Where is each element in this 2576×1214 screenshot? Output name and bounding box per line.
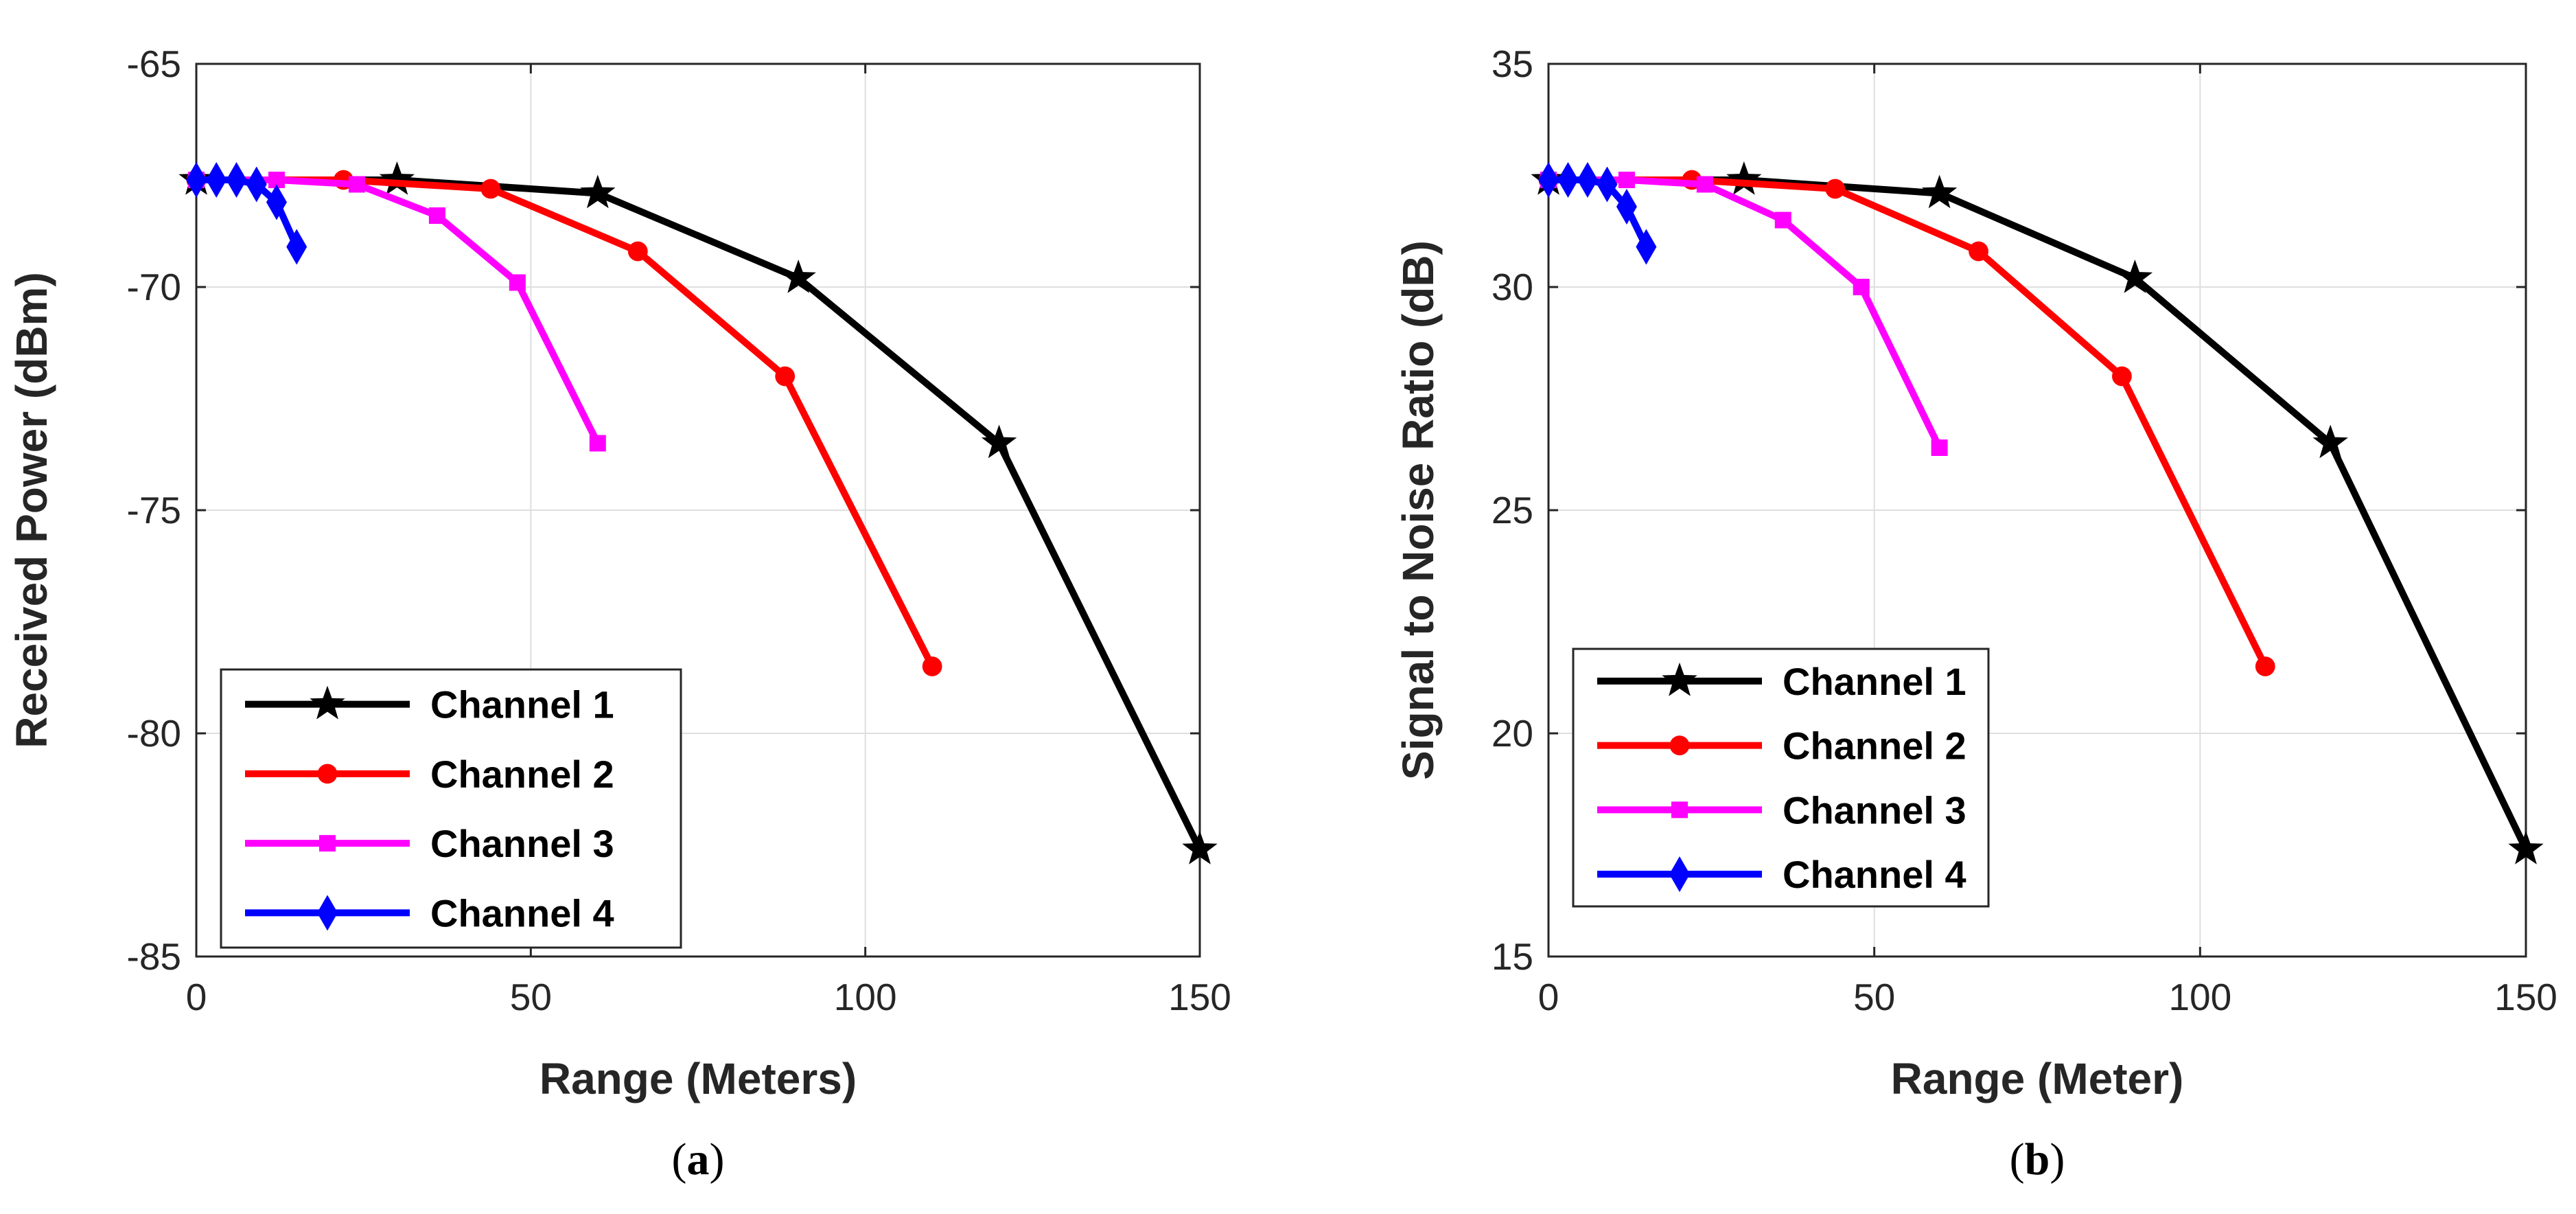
data-point-series-3 bbox=[1618, 172, 1635, 188]
caption-letter: a bbox=[687, 1134, 710, 1184]
data-point-series-3 bbox=[589, 435, 606, 452]
legend-marker-2 bbox=[1669, 735, 1690, 756]
data-point-series-4 bbox=[226, 162, 247, 198]
y-tick-label: -70 bbox=[127, 266, 182, 308]
data-point-series-1 bbox=[2117, 260, 2153, 293]
panel-b: 0 50 100 150 15 20 25 30 35 Range (Meter) Signal t… bbox=[1393, 43, 2557, 1184]
data-point-series-4 bbox=[206, 162, 227, 198]
legend-box bbox=[1572, 648, 1990, 908]
data-point-series-2 bbox=[2255, 656, 2275, 676]
y-tick-label: -80 bbox=[127, 712, 182, 755]
legend-marker-1 bbox=[310, 685, 345, 720]
data-point-series-2 bbox=[480, 179, 501, 199]
data-point-series-3 bbox=[1853, 279, 1870, 295]
legend-marker-4 bbox=[1669, 856, 1690, 893]
data-point-series-4 bbox=[246, 166, 267, 203]
data-point-series-3 bbox=[1774, 211, 1791, 229]
y-tick-label: 25 bbox=[1492, 489, 1533, 531]
y-tick-label: 35 bbox=[1492, 43, 1533, 85]
y-tick-label: -65 bbox=[127, 43, 182, 85]
data-point-series-2 bbox=[1969, 241, 1988, 262]
data-point-series-1 bbox=[2312, 424, 2348, 459]
data-point-series-4 bbox=[186, 162, 207, 198]
data-point-series-1 bbox=[379, 161, 415, 195]
caption-open: ( bbox=[2010, 1134, 2025, 1184]
y-axis-label: Signal to Noise Ratio (dB) bbox=[1393, 240, 1443, 780]
x-axis-label: Range (Meter) bbox=[1891, 1054, 2184, 1103]
data-point-series-2 bbox=[627, 241, 648, 262]
data-point-series-3 bbox=[1696, 176, 1713, 193]
caption-open: ( bbox=[672, 1134, 687, 1184]
y-axis-label: Received Power (dBm) bbox=[7, 272, 56, 748]
data-point-series-1 bbox=[1726, 161, 1762, 195]
data-point-series-4 bbox=[286, 229, 308, 265]
x-tick-label: 50 bbox=[1853, 976, 1895, 1018]
legend-marker-3 bbox=[1671, 801, 1688, 818]
y-tick-label: -75 bbox=[127, 489, 182, 531]
caption-close: ) bbox=[710, 1134, 725, 1184]
data-point-series-1 bbox=[1921, 174, 1958, 209]
data-point-series-1 bbox=[2508, 831, 2544, 864]
legend-label-3: Channel 3 bbox=[1783, 788, 1966, 832]
data-point-series-2 bbox=[2112, 366, 2132, 387]
data-point-series-4 bbox=[1616, 189, 1637, 225]
x-tick-label: 100 bbox=[2168, 976, 2231, 1018]
y-tick-label: 20 bbox=[1492, 712, 1533, 755]
data-point-series-4 bbox=[1577, 162, 1598, 198]
x-tick-label: 150 bbox=[2494, 976, 2557, 1018]
y-tick-label: 15 bbox=[1492, 935, 1533, 978]
data-point-series-3 bbox=[1931, 439, 1948, 456]
legend-marker-4 bbox=[317, 895, 338, 931]
caption-close: ) bbox=[2050, 1134, 2065, 1184]
data-point-series-1 bbox=[981, 424, 1017, 459]
x-tick-label: 0 bbox=[186, 976, 207, 1018]
data-point-series-1 bbox=[1182, 831, 1218, 864]
x-tick-label: 150 bbox=[1168, 976, 1231, 1018]
data-point-series-3 bbox=[509, 274, 526, 291]
data-point-series-4 bbox=[1597, 166, 1618, 203]
panel-caption: (a) bbox=[672, 1134, 725, 1184]
legend-label-3: Channel 3 bbox=[430, 822, 614, 865]
panel-a: 0 50 100 150 -85 -80 -75 -70 -65 Range (Meters) Re… bbox=[7, 43, 1231, 1184]
legend-label-4: Channel 4 bbox=[430, 891, 614, 935]
data-point-series-4 bbox=[1538, 162, 1559, 198]
y-tick-label: 30 bbox=[1492, 266, 1533, 308]
data-point-series-4 bbox=[1557, 162, 1579, 198]
legend-marker-2 bbox=[317, 764, 338, 784]
y-tick-label: -85 bbox=[127, 935, 182, 978]
data-point-series-1 bbox=[580, 174, 616, 209]
caption-letter: b bbox=[2025, 1134, 2050, 1184]
legend-label-4: Channel 4 bbox=[1783, 853, 1966, 896]
panel-caption: (b) bbox=[2010, 1134, 2065, 1184]
legend-box bbox=[220, 668, 682, 949]
data-point-series-3 bbox=[348, 176, 365, 193]
legend-label-1: Channel 1 bbox=[1783, 660, 1966, 703]
data-point-series-4 bbox=[266, 184, 287, 220]
data-point-series-2 bbox=[775, 366, 796, 387]
data-point-series-2 bbox=[1825, 179, 1846, 199]
legend-marker-1 bbox=[1662, 662, 1697, 696]
x-tick-label: 0 bbox=[1538, 976, 1559, 1018]
legend-label-2: Channel 2 bbox=[430, 753, 614, 796]
legend-marker-3 bbox=[319, 835, 336, 852]
data-point-series-4 bbox=[1636, 229, 1657, 265]
x-tick-label: 50 bbox=[510, 976, 552, 1018]
x-axis-label: Range (Meters) bbox=[539, 1054, 857, 1103]
data-point-series-3 bbox=[428, 207, 445, 224]
data-point-series-1 bbox=[780, 260, 816, 293]
legend-label-2: Channel 2 bbox=[1783, 724, 1966, 768]
data-point-series-2 bbox=[922, 656, 942, 676]
legend-label-1: Channel 1 bbox=[430, 683, 614, 726]
x-tick-label: 100 bbox=[834, 976, 897, 1018]
